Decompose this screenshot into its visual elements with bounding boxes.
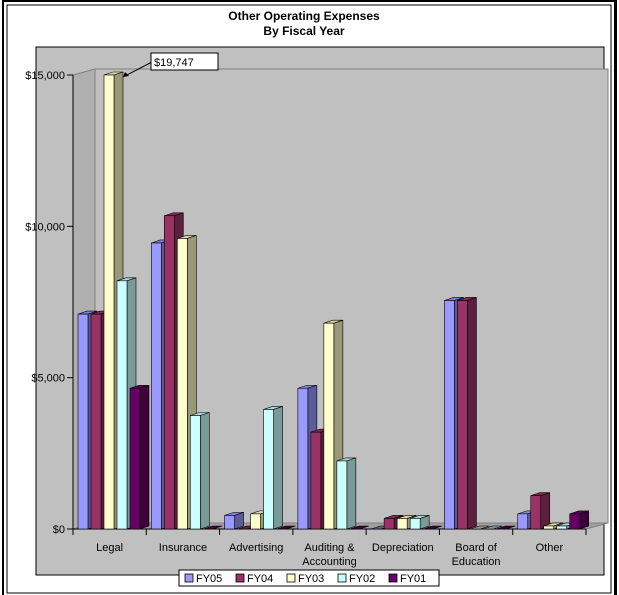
bar-front (530, 495, 542, 530)
bar-front (457, 300, 468, 530)
bar-front (383, 518, 395, 530)
bar (276, 525, 296, 530)
callout-arrow (123, 72, 129, 77)
legend-entry: FY01 (400, 573, 426, 585)
frame-top-border (2, 0, 617, 2)
bar-side (540, 492, 551, 530)
legend-entry: FY05 (196, 573, 222, 585)
x-category-label: Advertising (229, 542, 283, 554)
bar (530, 492, 551, 530)
bar-front (129, 387, 141, 530)
x-category-label: Depreciation (372, 542, 434, 554)
x-category-label: Auditing & (304, 542, 355, 554)
bar-front (310, 431, 322, 530)
bar (129, 384, 150, 530)
bar-side (139, 384, 150, 530)
bar (496, 525, 516, 530)
chart-title: Other Operating Expenses (228, 9, 380, 23)
x-category-label: Education (452, 556, 501, 568)
legend-swatch (337, 573, 347, 583)
legend-entry: FY02 (349, 573, 375, 585)
bar-side (579, 510, 590, 530)
bar-side (199, 412, 210, 530)
bar-front (517, 513, 529, 530)
bar-zero (349, 525, 369, 530)
plot-area: $0 $5,000 $10,000 $15,000 Legal Insurance Adve… (25, 46, 609, 576)
bar (483, 525, 503, 530)
callout-label: $19,747 (154, 57, 194, 69)
callout-leader (122, 61, 153, 78)
bar (470, 525, 490, 530)
bar-zero (496, 525, 516, 530)
legend-entry: FY03 (298, 573, 324, 585)
chart-subtitle: By Fiscal Year (263, 24, 345, 38)
callout-box (150, 52, 219, 71)
bar-zero (483, 525, 503, 530)
bar-side (467, 297, 477, 530)
bar-zero (423, 525, 443, 530)
bar-zero (470, 525, 490, 530)
bar-front (543, 525, 555, 530)
legend-swatch (388, 573, 398, 583)
bar-front (90, 313, 102, 530)
x-category-label: Board of (455, 542, 498, 554)
legend-swatch (286, 573, 296, 583)
y-tick-label: $0 (53, 524, 65, 536)
bar-front (103, 74, 115, 530)
bar-front (396, 518, 408, 530)
x-category-label: Other (536, 542, 564, 554)
bar-front (250, 513, 261, 530)
x-category-label: Insurance (159, 542, 207, 554)
bar-front (297, 387, 309, 530)
bar (224, 511, 244, 530)
bar-front (176, 238, 188, 530)
bar (569, 510, 590, 530)
bar (203, 525, 223, 530)
bar (336, 457, 357, 530)
bar-side (234, 511, 244, 530)
x-category-label: Accounting (302, 556, 356, 568)
bar-front (556, 525, 568, 530)
bar-zero (203, 525, 223, 530)
legend-entry: FY04 (247, 573, 273, 585)
legend-swatch (184, 573, 194, 583)
bar (457, 297, 477, 530)
bar (409, 514, 430, 530)
legend-swatch (235, 573, 245, 583)
bar-front (116, 280, 128, 530)
y-tick-label: $10,000 (25, 221, 65, 233)
bar-front (224, 515, 235, 530)
bar-front (444, 300, 455, 530)
bar-zero (276, 525, 296, 530)
bar-front (150, 242, 162, 530)
bar-side (346, 457, 357, 530)
bar (263, 406, 283, 530)
bar-front (569, 513, 581, 530)
frame-right-border (614, 0, 617, 595)
frame-left-border (2, 0, 4, 595)
bar-front (336, 460, 348, 530)
bar-front (77, 313, 89, 530)
bar-front (263, 409, 274, 530)
bar (349, 525, 369, 530)
bar-front (323, 322, 335, 530)
bar-front (163, 215, 175, 530)
bar (423, 525, 443, 530)
y-tick-label: $15,000 (25, 70, 65, 82)
x-category-label: Legal (96, 542, 123, 554)
bar-front (189, 415, 201, 530)
bar (189, 412, 210, 530)
legend: FY05 FY04 FY03 FY02 FY01 (178, 569, 440, 587)
bar-side (273, 406, 283, 530)
bar-front (409, 518, 421, 530)
y-tick-label: $5,000 (31, 373, 65, 385)
